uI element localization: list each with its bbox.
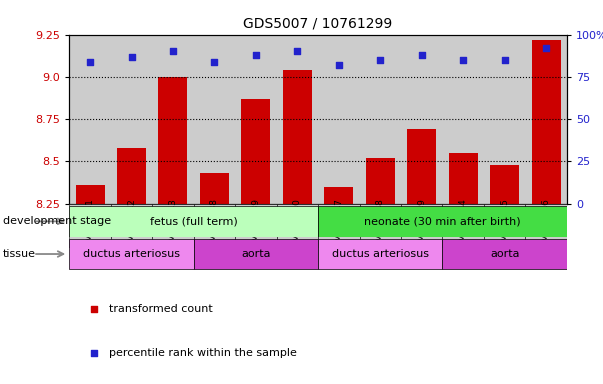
Bar [359,35,401,204]
Text: GSM995345: GSM995345 [500,198,509,253]
Point [334,62,344,68]
Point [541,45,551,51]
Bar [490,165,519,204]
Bar [194,239,318,269]
Point [168,48,178,55]
Bar [75,185,104,204]
Text: aorta: aorta [241,249,271,259]
Bar [200,173,229,204]
Text: GSM995346: GSM995346 [541,198,551,253]
Text: GSM995339: GSM995339 [251,198,260,253]
Bar [449,153,478,204]
Point [89,306,99,312]
Point [251,52,260,58]
Text: fetus (full term): fetus (full term) [150,216,238,227]
Bar [443,239,567,269]
Point [500,57,510,63]
Bar [407,129,436,204]
Bar [484,35,525,204]
Bar [318,206,567,237]
Bar [324,187,353,204]
Text: transformed count: transformed count [109,304,213,314]
Bar [277,204,318,248]
Bar [318,204,359,248]
Text: ductus arteriosus: ductus arteriosus [83,249,180,259]
Bar [117,148,146,204]
Point [85,58,95,65]
Point [210,58,219,65]
Bar [69,35,111,204]
Text: GSM995347: GSM995347 [334,198,343,253]
Point [376,57,385,63]
Bar [443,204,484,248]
Text: GSM995342: GSM995342 [127,198,136,253]
Bar [152,204,194,248]
Bar [235,35,277,204]
Text: GSM995348: GSM995348 [376,198,385,253]
Point [292,48,302,55]
Text: aorta: aorta [490,249,519,259]
Point [127,53,136,60]
Bar [443,35,484,204]
Text: percentile rank within the sample: percentile rank within the sample [109,348,297,358]
Text: GSM995340: GSM995340 [293,198,302,253]
Text: GSM995341: GSM995341 [86,198,95,253]
Title: GDS5007 / 10761299: GDS5007 / 10761299 [244,17,393,31]
Bar [69,206,318,237]
Point [458,57,468,63]
Bar [359,204,401,248]
Bar [241,99,270,204]
Text: GSM995344: GSM995344 [459,198,468,253]
Bar [277,35,318,204]
Bar [318,239,443,269]
Bar [159,77,188,204]
Bar [69,204,111,248]
Bar [318,35,359,204]
Point [89,350,99,356]
Bar [401,35,443,204]
Bar [111,204,152,248]
Text: GSM995338: GSM995338 [210,198,219,253]
Bar [401,204,443,248]
Bar [194,35,235,204]
Bar [525,204,567,248]
Bar [366,158,395,204]
Text: tissue: tissue [3,249,36,259]
Text: ductus arteriosus: ductus arteriosus [332,249,429,259]
Bar [69,239,194,269]
Text: GSM995343: GSM995343 [168,198,177,253]
Bar [194,204,235,248]
Text: neonate (30 min after birth): neonate (30 min after birth) [364,216,521,227]
Text: GSM995349: GSM995349 [417,198,426,253]
Bar [532,40,561,204]
Bar [525,35,567,204]
Text: development stage: development stage [3,216,111,227]
Point [417,52,426,58]
Bar [152,35,194,204]
Bar [235,204,277,248]
Bar [283,70,312,204]
Bar [111,35,152,204]
Bar [484,204,525,248]
